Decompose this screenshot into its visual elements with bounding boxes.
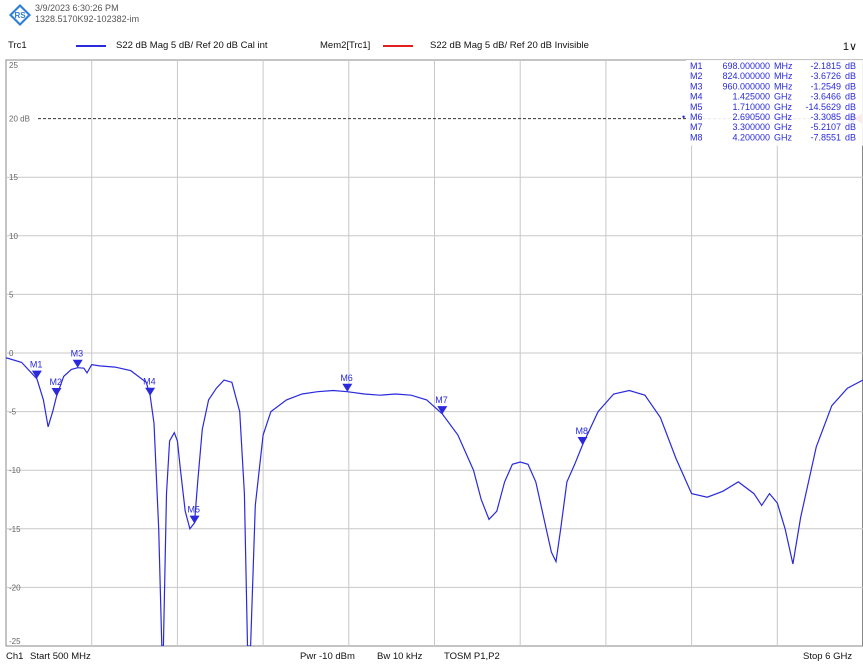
trace2-color-swatch bbox=[383, 45, 413, 47]
y-tick-label: -5 bbox=[9, 408, 17, 417]
y-tick-label: -10 bbox=[9, 466, 21, 475]
marker-table-background bbox=[686, 60, 863, 146]
marker-table-name[interactable]: M4 bbox=[690, 92, 703, 102]
marker-table-frequency: 2.690500 bbox=[732, 112, 770, 122]
marker-table-frequency: 1.710000 bbox=[732, 102, 770, 112]
rohde-schwarz-logo-icon: RS bbox=[9, 4, 31, 26]
marker-table-unit: MHz bbox=[774, 61, 793, 71]
marker-table-name[interactable]: M3 bbox=[690, 81, 703, 91]
marker-table-name[interactable]: M2 bbox=[690, 71, 703, 81]
marker-table-frequency: 698.000000 bbox=[722, 61, 770, 71]
trace1-label[interactable]: Trc1 bbox=[8, 40, 27, 51]
marker-m3-label: M3 bbox=[71, 349, 84, 359]
y-tick-label: 25 bbox=[9, 61, 18, 70]
marker-table-frequency: 3.300000 bbox=[732, 122, 770, 132]
marker-m3-triangle[interactable] bbox=[72, 359, 83, 368]
marker-table-unit: GHz bbox=[774, 112, 793, 122]
marker-table-value: -1.2549 bbox=[810, 81, 841, 91]
y-tick-label: 10 bbox=[9, 232, 18, 241]
marker-table-name[interactable]: M8 bbox=[690, 132, 703, 142]
marker-table-db: dB bbox=[845, 102, 856, 112]
marker-m6-label: M6 bbox=[340, 373, 353, 383]
trace2-description: S22 dB Mag 5 dB/ Ref 20 dB Invisible bbox=[430, 40, 589, 51]
marker-m7-label: M7 bbox=[435, 395, 448, 405]
marker-table-unit: GHz bbox=[774, 92, 793, 102]
marker-table-name[interactable]: M1 bbox=[690, 61, 703, 71]
marker-m8-label: M8 bbox=[576, 426, 589, 436]
trace2-label[interactable]: Mem2[Trc1] bbox=[320, 40, 371, 51]
marker-table-frequency: 1.425000 bbox=[732, 92, 770, 102]
marker-table-name[interactable]: M6 bbox=[690, 112, 703, 122]
y-tick-label: -15 bbox=[9, 525, 21, 534]
marker-table-value: -3.3085 bbox=[810, 112, 841, 122]
trace1-description: S22 dB Mag 5 dB/ Ref 20 dB Cal int bbox=[116, 40, 268, 51]
trace-menu-button[interactable]: 1∨ bbox=[842, 41, 857, 53]
y-tick-label: 0 bbox=[9, 349, 14, 358]
marker-table-name[interactable]: M7 bbox=[690, 122, 703, 132]
marker-m4-label: M4 bbox=[143, 377, 156, 387]
marker-table-db: dB bbox=[845, 112, 856, 122]
marker-table-db: dB bbox=[845, 81, 856, 91]
marker-table-value: -5.2107 bbox=[810, 122, 841, 132]
y-tick-label: -20 bbox=[9, 583, 21, 592]
y-tick-label: 20 dB bbox=[9, 115, 30, 124]
y-tick-label: 15 bbox=[9, 173, 18, 182]
active-marker-dot: • bbox=[682, 112, 685, 122]
marker-table-frequency: 960.000000 bbox=[722, 81, 770, 91]
marker-table-unit: GHz bbox=[774, 102, 793, 112]
marker-m5-triangle[interactable] bbox=[189, 515, 200, 524]
trace-line-trc1 bbox=[6, 357, 863, 646]
marker-table-unit: MHz bbox=[774, 71, 793, 81]
marker-table-unit: GHz bbox=[774, 132, 793, 142]
marker-m2-triangle[interactable] bbox=[51, 388, 62, 397]
marker-m1-label: M1 bbox=[30, 360, 43, 370]
start-frequency[interactable]: Start 500 MHz bbox=[30, 651, 91, 662]
header-bar: RS 3/9/2023 6:30:26 PM 1328.5170K92-1023… bbox=[0, 0, 863, 36]
trace-info-bar: Trc1 S22 dB Mag 5 dB/ Ref 20 dB Cal int … bbox=[0, 38, 863, 54]
marker-table-value: -7.8551 bbox=[810, 132, 841, 142]
marker-table-value: -3.6726 bbox=[810, 71, 841, 81]
timestamp: 3/9/2023 6:30:26 PM bbox=[35, 3, 119, 13]
marker-table-db: dB bbox=[845, 92, 856, 102]
marker-table-value: -2.1815 bbox=[810, 61, 841, 71]
marker-table-db: dB bbox=[845, 61, 856, 71]
y-tick-label: 5 bbox=[9, 290, 14, 299]
power-level[interactable]: Pwr -10 dBm bbox=[300, 651, 355, 662]
channel-label: Ch1 bbox=[6, 651, 24, 662]
marker-table-value: -14.5629 bbox=[805, 102, 841, 112]
calibration-info: TOSM P1,P2 bbox=[444, 651, 500, 662]
marker-m4-triangle[interactable] bbox=[145, 387, 156, 396]
bandwidth[interactable]: Bw 10 kHz bbox=[377, 651, 423, 662]
device-id: 1328.5170K92-102382-im bbox=[35, 14, 140, 24]
marker-table-frequency: 824.000000 bbox=[722, 71, 770, 81]
stop-frequency[interactable]: Stop 6 GHz bbox=[803, 651, 853, 662]
marker-m6-triangle[interactable] bbox=[342, 383, 353, 392]
marker-table-db: dB bbox=[845, 132, 856, 142]
marker-m8-triangle[interactable] bbox=[577, 437, 588, 446]
marker-m7-triangle[interactable] bbox=[437, 406, 448, 415]
marker-table-name[interactable]: M5 bbox=[690, 102, 703, 112]
marker-table-db: dB bbox=[845, 71, 856, 81]
marker-table-frequency: 4.200000 bbox=[732, 132, 770, 142]
status-bar: Ch1 Start 500 MHz Pwr -10 dBm Bw 10 kHz … bbox=[0, 648, 863, 666]
y-tick-label: -25 bbox=[9, 637, 21, 646]
marker-m2-label: M2 bbox=[49, 377, 62, 387]
marker-table-value: -3.6466 bbox=[810, 92, 841, 102]
marker-m1-triangle[interactable] bbox=[31, 370, 42, 379]
marker-m5-label: M5 bbox=[188, 505, 201, 515]
svg-text:RS: RS bbox=[14, 11, 26, 20]
trace1-color-swatch bbox=[76, 45, 106, 47]
marker-table-unit: GHz bbox=[774, 122, 793, 132]
marker-table-unit: MHz bbox=[774, 81, 793, 91]
marker-table-db: dB bbox=[845, 122, 856, 132]
